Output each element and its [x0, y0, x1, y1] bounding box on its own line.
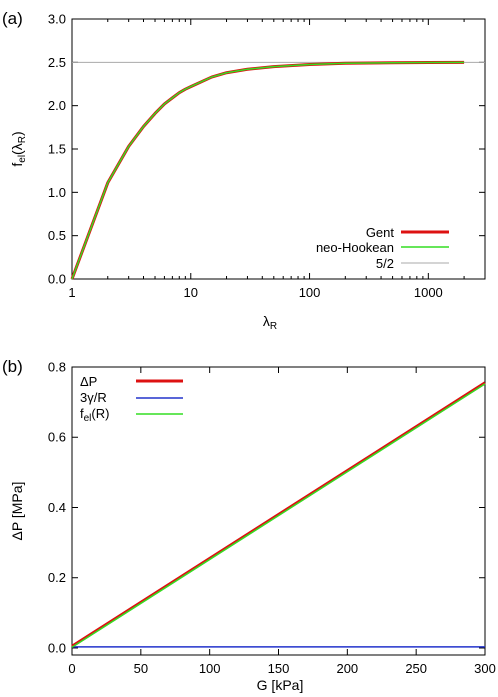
x-tick-label-a: 10 [184, 285, 198, 300]
series-b [71, 381, 486, 648]
panel-label-a: (a) [2, 9, 23, 28]
legend-item-neo-hookean: neo-Hookean [316, 240, 449, 255]
series-a [70, 60, 485, 280]
y-tick-label-b: 0.0 [48, 640, 66, 655]
y-tick-label-b: 0.8 [48, 360, 66, 375]
legend-label-five-halves: 5/2 [376, 256, 394, 271]
x-tick-label-b: 200 [336, 661, 358, 676]
series-line-a-1 [71, 61, 465, 280]
chart-a: (a) 0.0 0.5 1.0 1.5 2.0 2.5 3.0 1 10 100 1000 fel(… [2, 9, 486, 332]
x-tick-label-b: 250 [405, 661, 427, 676]
y-tick-label-a: 1.5 [48, 142, 66, 157]
series-line-b-0 [71, 381, 486, 648]
x-tick-label-a: 1000 [414, 285, 443, 300]
legend-item-delta-p: ΔP [80, 374, 183, 389]
y-tick-label-b: 0.6 [48, 430, 66, 445]
legend-label-fel: fel(R) [80, 406, 109, 424]
y-tick-label-a: 2.0 [48, 98, 66, 113]
chart-b: (b) 0.0 0.2 0.4 0.6 0.8 0 50 100 150 200 250 300 ΔP… [2, 357, 496, 693]
x-tick-label-b: 100 [199, 661, 221, 676]
x-tick-label-b: 50 [134, 661, 148, 676]
y-tick-label-a: 0.0 [48, 272, 66, 287]
x-tick-label-a: 1 [68, 285, 75, 300]
x-axis-label-b: G [kPa] [257, 677, 304, 693]
x-tick-label-a: 100 [299, 285, 321, 300]
legend-label-neo-hookean: neo-Hookean [316, 240, 394, 255]
legend-item-gent: Gent [366, 225, 449, 240]
plot-frame-a [71, 18, 486, 280]
y-tick-label-a: 3.0 [48, 12, 66, 27]
legend-item-surface-tension: 3γ/R [80, 390, 183, 405]
x-tick-label-b: 150 [268, 661, 290, 676]
y-tick-label-a: 0.5 [48, 228, 66, 243]
series-line-b-2 [71, 383, 486, 648]
legend-item-fel: fel(R) [80, 406, 183, 424]
plot-frame-b [71, 366, 486, 656]
y-axis-label-a: fel(λR) [9, 131, 28, 166]
panel-label-b: (b) [2, 357, 23, 376]
legend-a: Gent neo-Hookean 5/2 [316, 225, 449, 271]
y-tick-label-b: 0.2 [48, 570, 66, 585]
legend-label-surface-tension: 3γ/R [80, 390, 107, 405]
legend-label-gent: Gent [366, 225, 395, 240]
y-tick-label-b: 0.4 [48, 500, 66, 515]
ticks-a: 0.0 0.5 1.0 1.5 2.0 2.5 3.0 1 10 100 1000 [48, 12, 486, 300]
y-tick-label-a: 1.0 [48, 185, 66, 200]
y-axis-label-b: ΔP [MPa] [9, 482, 25, 541]
x-axis-label-a: λR [263, 313, 277, 332]
x-tick-label-b: 300 [474, 661, 496, 676]
ticks-b: 0.0 0.2 0.4 0.6 0.8 0 50 100 150 200 250 300 [48, 360, 496, 677]
legend-item-five-halves: 5/2 [376, 256, 449, 271]
legend-b: ΔP 3γ/R fel(R) [80, 374, 183, 424]
x-tick-label-b: 0 [68, 661, 75, 676]
y-tick-label-a: 2.5 [48, 55, 66, 70]
legend-label-delta-p: ΔP [80, 374, 97, 389]
